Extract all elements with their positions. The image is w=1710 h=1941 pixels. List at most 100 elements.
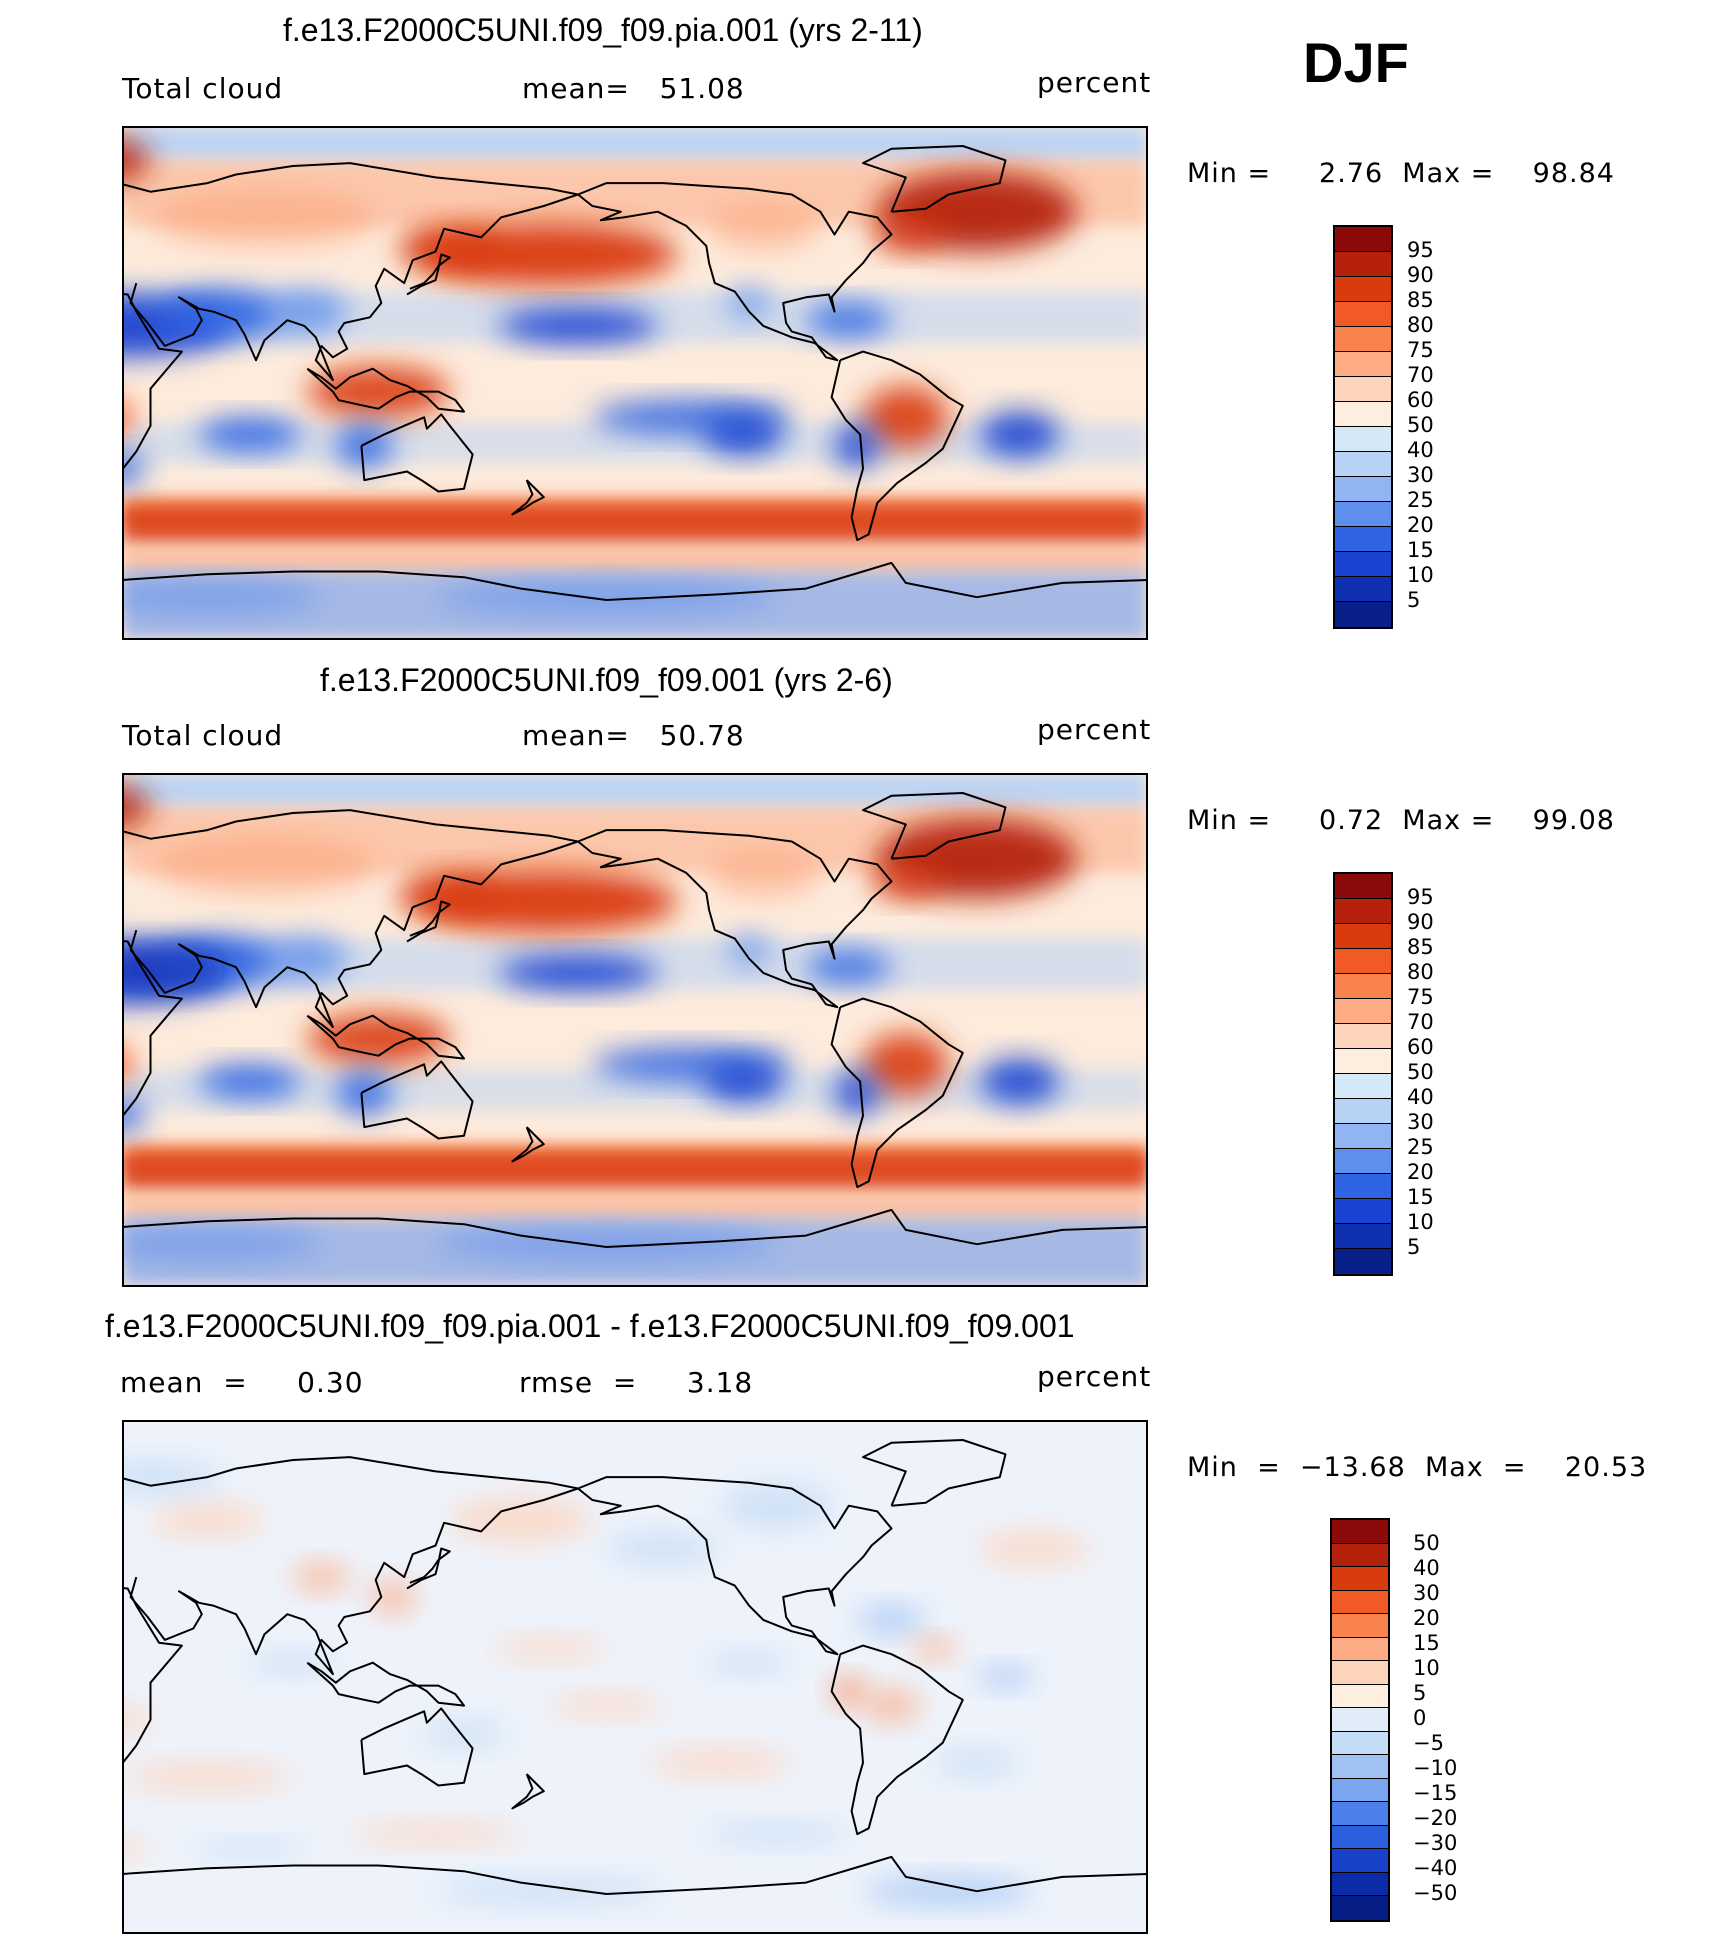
variable-label: Total cloud xyxy=(122,72,284,105)
coastline-northAm xyxy=(577,829,893,1009)
coastline-nz xyxy=(511,479,545,516)
colorbar-tick-label: 40 xyxy=(1407,438,1434,462)
colorbar-tick-label: 10 xyxy=(1407,563,1434,587)
colorbar-swatch xyxy=(1335,924,1391,949)
panel-title: f.e13.F2000C5UNI.f09_f09.pia.001 (yrs 2-… xyxy=(283,12,923,48)
colorbar-swatch xyxy=(1335,302,1391,327)
coastline-europe xyxy=(122,820,237,840)
coastline-antarctica xyxy=(122,1855,1148,1895)
australia-clear xyxy=(335,1069,393,1116)
colorbar-swatch xyxy=(1335,1174,1391,1199)
colorbar-swatch xyxy=(1335,1099,1391,1124)
difference-feature-27 xyxy=(193,1839,308,1857)
colorbar-tick-label: 20 xyxy=(1413,1606,1440,1630)
coastline-asiaNorth xyxy=(235,809,579,843)
australia-clear xyxy=(335,422,393,469)
canada-cloud xyxy=(706,203,821,249)
colorbar xyxy=(1333,225,1393,629)
antarctic-clear-2 xyxy=(435,580,778,615)
colorbar-tick-label: 50 xyxy=(1407,1060,1434,1084)
min-max-label: Min = 0.72 Max = 99.08 xyxy=(1187,805,1615,836)
amazon-cloud xyxy=(863,385,949,449)
colorbar-tick-label: 80 xyxy=(1407,960,1434,984)
colorbar-tick-label: 85 xyxy=(1407,935,1434,959)
coastline-australia xyxy=(360,413,474,493)
difference-feature-23 xyxy=(863,1876,1034,1906)
indian-ocean-clear xyxy=(198,1064,302,1099)
coastline-africa xyxy=(122,940,183,1119)
colorbar-swatch xyxy=(1335,577,1391,602)
antarctic-clear-1 xyxy=(122,1227,322,1262)
colorbar-swatch xyxy=(1332,1567,1388,1591)
coastline-indonesia xyxy=(306,1661,465,1707)
colorbar-tick-label: 10 xyxy=(1413,1656,1440,1680)
colorbar-tick-label: −5 xyxy=(1413,1731,1444,1755)
colorbar-tick-label: −20 xyxy=(1413,1806,1458,1830)
colorbar-swatch xyxy=(1332,1614,1388,1638)
colorbar-labels: 50 40 30 20 15 10 5 0 −5 −10 −15 −20 −30 −40 −50 xyxy=(1413,1518,1473,1922)
colorbar-swatch xyxy=(1335,602,1391,627)
caribbean-clear xyxy=(806,950,892,985)
colorbar-swatch xyxy=(1335,999,1391,1024)
colorbar-tick-label: 80 xyxy=(1407,313,1434,337)
difference-feature-26 xyxy=(706,1651,792,1675)
map-svg xyxy=(122,773,1148,1287)
map-svg xyxy=(122,1420,1148,1934)
coastline-antarctica xyxy=(122,561,1148,601)
coastline-europe xyxy=(122,173,237,193)
difference-feature-4 xyxy=(606,1531,721,1566)
antarctic-edge-band xyxy=(122,548,1148,572)
antarctic-clear-1 xyxy=(122,580,322,615)
caribbean-clear xyxy=(806,303,892,338)
colorbar-swatch xyxy=(1335,1199,1391,1224)
maritime-continent-cloud xyxy=(307,365,450,418)
colorbar-tick-label: 5 xyxy=(1413,1681,1427,1705)
colorbar-tick-label: 15 xyxy=(1407,1185,1434,1209)
variable-label: Total cloud xyxy=(122,719,284,752)
units-label: percent xyxy=(1037,1360,1152,1393)
siberia-cloud xyxy=(150,188,379,246)
colorbar-tick-label: 25 xyxy=(1407,488,1434,512)
colorbar-swatch xyxy=(1332,1872,1388,1897)
colorbar-swatch xyxy=(1332,1590,1388,1615)
colorbar-swatch xyxy=(1335,477,1391,502)
colorbar-swatch xyxy=(1332,1849,1388,1873)
coastline-japan xyxy=(406,900,451,943)
coastline-southAm xyxy=(830,997,964,1189)
antarctic-clear-2 xyxy=(435,1227,778,1262)
colorbar-swatch xyxy=(1332,1684,1388,1709)
kuril-storm-track xyxy=(398,225,502,272)
southern-ocean-band xyxy=(122,505,1148,543)
units-label: percent xyxy=(1037,66,1152,99)
labrador-cloud xyxy=(871,217,940,252)
min-max-label: Min = 2.76 Max = 98.84 xyxy=(1187,158,1615,189)
difference-feature-12 xyxy=(549,1694,664,1717)
colorbar-swatch xyxy=(1335,352,1391,377)
coastline-africa xyxy=(122,293,183,472)
colorbar-swatch xyxy=(1332,1661,1388,1685)
panel-title: f.e13.F2000C5UNI.f09_f09.001 (yrs 2-6) xyxy=(320,662,893,698)
panel-model-control: f.e13.F2000C5UNI.f09_f09.001 (yrs 2-6) T… xyxy=(0,647,1710,1287)
difference-feature-14 xyxy=(977,1665,1034,1689)
colorbar-tick-label: 5 xyxy=(1407,1235,1421,1259)
indian-ocean-clear xyxy=(198,417,302,452)
colorbar-swatch xyxy=(1332,1637,1388,1662)
difference-feature-24 xyxy=(435,1876,664,1906)
arctic-high-cloud xyxy=(122,138,151,182)
south-africa-clear xyxy=(122,451,145,486)
colorbar-swatch xyxy=(1335,974,1391,999)
colorbar-tick-label: 25 xyxy=(1407,1135,1434,1159)
hawaii-clear xyxy=(498,308,658,344)
colorbar-labels: 95 90 85 80 75 70 60 50 40 30 25 20 15 10 5 xyxy=(1407,225,1467,629)
map-frame xyxy=(122,1420,1148,1934)
colorbar-swatch xyxy=(1332,1778,1388,1803)
colorbar-swatch xyxy=(1335,402,1391,427)
colorbar-tick-label: 40 xyxy=(1413,1556,1440,1580)
colorbar-labels: 95 90 85 80 75 70 60 50 40 30 25 20 15 10 5 xyxy=(1407,872,1467,1276)
difference-feature-17 xyxy=(492,1637,607,1660)
colorbar-swatch xyxy=(1332,1520,1388,1544)
colorbar-swatch xyxy=(1335,1249,1391,1274)
colorbar-swatch xyxy=(1332,1708,1388,1732)
difference-feature-20 xyxy=(350,1822,521,1846)
polar-band xyxy=(122,126,1148,161)
